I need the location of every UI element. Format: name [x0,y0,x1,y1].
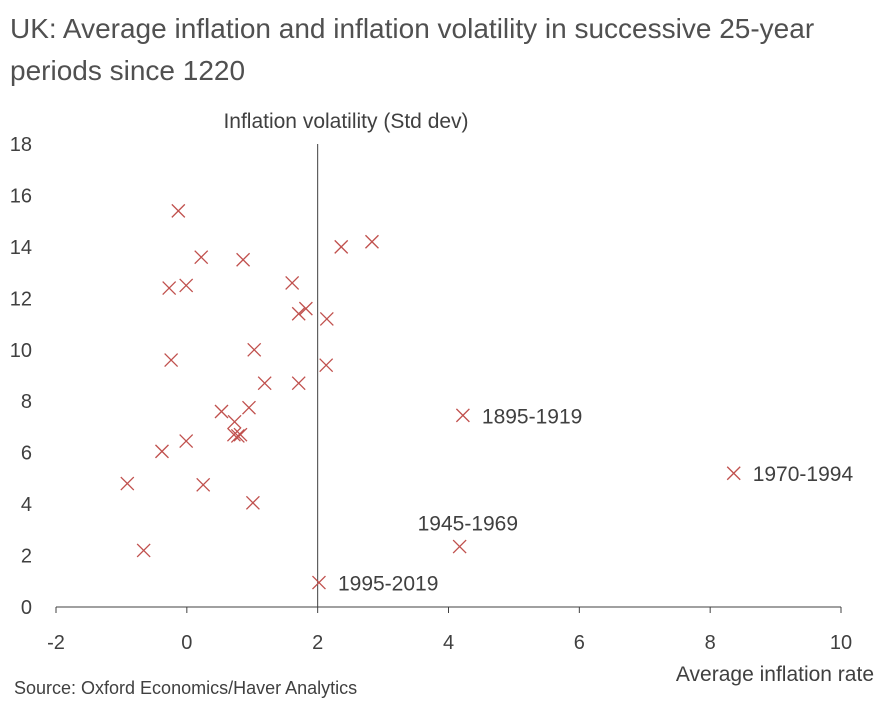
x-tick-label: 0 [181,632,192,654]
marker-stroke [298,301,313,316]
data-point-marker [136,543,151,558]
x-tick-label: 8 [705,632,716,654]
marker-stroke [245,495,260,510]
data-point-marker [291,306,306,321]
data-point-marker [179,434,194,449]
x-tick-label: 2 [312,632,323,654]
data-point-marker [233,427,248,442]
data-point-marker [242,400,256,415]
data-points [120,203,741,590]
data-point-marker [245,495,260,510]
marker-stroke [155,444,169,459]
data-point-label: 1970-1994 [753,463,854,486]
x-tick-label: -2 [47,632,65,654]
marker-stroke [312,575,326,590]
marker-stroke [227,414,242,429]
data-point-marker [226,427,241,442]
y-tick-label: 2 [21,546,32,568]
marker-stroke [452,539,467,554]
data-point-marker [247,342,262,357]
marker-stroke [257,376,272,391]
data-point-marker [726,466,741,481]
data-point-marker [365,234,379,249]
marker-stroke [120,476,135,491]
marker-stroke [285,275,300,290]
marker-stroke [179,434,194,449]
y-tick-label: 4 [21,494,32,516]
marker-stroke [196,477,211,492]
data-point-marker [236,252,251,267]
marker-stroke [242,400,256,415]
data-point-marker [227,414,242,429]
marker-stroke [236,252,251,267]
y-tick-label: 18 [10,134,32,156]
marker-stroke [171,203,186,218]
data-point-marker [214,404,229,419]
data-point-marker [162,281,177,296]
point-labels: 1895-1919 1970-1994 1945-1969 1995-2019 [338,405,853,595]
data-point-marker [164,353,179,368]
data-point-marker [334,239,349,254]
marker-stroke [233,427,248,442]
data-point-marker [452,539,467,554]
data-point-marker [257,376,272,391]
marker-stroke [247,342,262,357]
marker-stroke [136,543,151,558]
data-point-marker [291,376,306,391]
y-tick-label: 10 [10,340,32,362]
marker-stroke [319,358,334,373]
x-tick-label: 4 [443,632,454,654]
data-point-label: 1895-1919 [482,405,582,428]
marker-stroke [365,234,379,249]
marker-stroke [194,250,209,265]
marker-stroke [319,311,334,326]
tick-labels: -2 0 2 4 6 8 10 0 2 4 6 8 10 12 14 16 18 [10,134,852,654]
marker-stroke [726,466,741,481]
y-tick-label: 6 [21,443,32,465]
y-tick-label: 16 [10,185,32,207]
y-tick-label: 12 [10,288,32,310]
axes [55,144,842,613]
data-point-marker [319,358,334,373]
marker-stroke [291,306,306,321]
data-point-marker [285,275,300,290]
x-tick-label: 6 [574,632,585,654]
y-tick-label: 14 [10,237,32,259]
marker-stroke [214,404,229,419]
marker-stroke [164,353,179,368]
data-point-marker [455,408,470,423]
data-point-marker [194,250,209,265]
marker-stroke [291,376,306,391]
chart-title: UK: Average inflation and inflation vola… [10,13,815,86]
marker-stroke [230,428,245,443]
marker-stroke [334,239,349,254]
x-axis-label: Average inflation rate [676,663,874,686]
data-point-marker [171,203,186,218]
data-point-marker [319,311,334,326]
data-point-marker [196,477,211,492]
marker-stroke [179,278,194,293]
data-point-marker [312,575,326,590]
data-point-marker [230,428,245,443]
marker-stroke [226,427,241,442]
marker-stroke [162,281,177,296]
source-note: Source: Oxford Economics/Haver Analytics [14,678,358,698]
y-tick-label: 8 [21,391,32,413]
x-tick-label: 10 [830,632,852,654]
data-point-label: 1995-2019 [338,573,438,596]
data-point-marker [120,476,135,491]
marker-stroke [455,408,470,423]
y-axis-label: Inflation volatility (Std dev) [223,110,468,133]
y-tick-label: 0 [21,597,32,619]
data-point-marker [298,301,313,316]
data-point-marker [155,444,169,459]
data-point-label: 1945-1969 [418,513,518,536]
data-point-marker [179,278,194,293]
